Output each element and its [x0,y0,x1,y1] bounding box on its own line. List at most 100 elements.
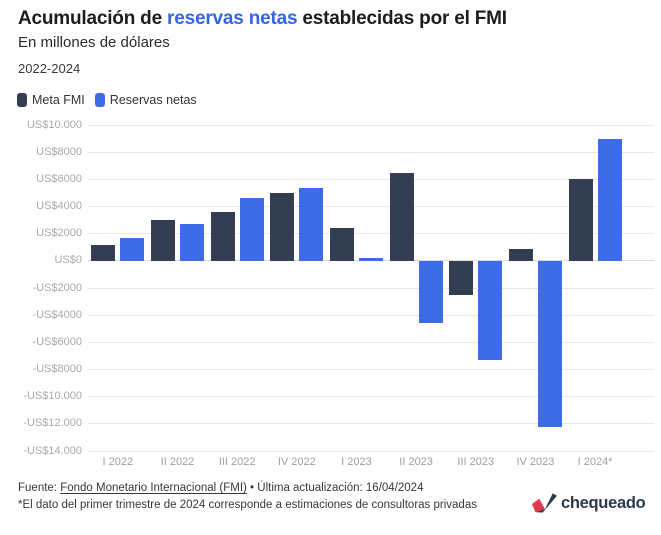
title-part1: Acumulación de [18,8,168,29]
title-highlight: reservas netas [167,8,298,29]
bar-reservas-netas-i-2024-[interactable] [597,138,622,261]
bar-slot [449,125,474,451]
bar-group-ii-2022 [148,125,208,451]
bar-slot [329,125,354,451]
title-part2: establecidas por el FMI [297,8,507,29]
legend-label-meta-fmi: Meta FMI [32,93,85,107]
x-tick-label: I 2024* [577,456,613,468]
bar-meta-fmi-iii-2022[interactable] [210,211,235,261]
bar-slot [150,125,175,451]
legend: Meta FMI Reservas netas [17,93,197,107]
bar-group-iv-2023 [506,125,566,451]
bar-group-iii-2022 [207,125,267,451]
y-tick-label: US$10.000 [26,118,82,131]
x-tick-label: IV 2022 [277,456,316,468]
bar-meta-fmi-ii-2023[interactable] [389,172,414,261]
bar-slot [418,125,443,451]
bar-slot [597,125,622,451]
source-prefix: Fuente: [18,482,61,494]
bar-meta-fmi-i-2024-[interactable] [568,179,593,261]
bar-slot [299,125,324,451]
y-tick-label: US$8000 [36,145,82,158]
gridline [88,423,654,425]
y-tick-label: -US$4000 [32,308,82,321]
reservas-netas-swatch-icon [94,93,105,107]
x-tick-label: I 2023 [341,456,372,468]
gridline [88,369,654,370]
x-tick-label: III 2023 [457,456,495,468]
x-tick-label: I 2022 [102,456,134,468]
page-title: Acumulación de reservas netas establecid… [18,8,507,30]
bar-slot [239,125,264,451]
gridline [88,124,654,126]
bar-slot [568,125,593,451]
legend-item-reservas-netas: Reservas netas [94,93,197,107]
bar-meta-fmi-i-2023[interactable] [329,228,354,261]
y-tick-label: -US$8000 [32,363,82,375]
bar-reservas-netas-iv-2022[interactable] [299,187,324,261]
gridline [88,341,654,343]
bar-slot [537,125,562,451]
source-suffix: • Última actualización: 16/04/2024 [246,482,424,494]
bar-slot [210,125,235,451]
bar-reservas-netas-i-2022[interactable] [120,238,145,261]
y-tick-label: -US$10.000 [23,390,82,403]
bar-meta-fmi-iii-2023[interactable] [449,260,474,295]
gridline [88,287,654,289]
chart-period: 2022-2024 [18,61,81,76]
bar-slot [179,125,204,451]
gridline [88,314,654,316]
bar-reservas-netas-i-2023[interactable] [358,258,383,261]
bar-slot [91,125,116,451]
bar-reservas-netas-iii-2023[interactable] [478,260,503,360]
gridline [88,151,654,153]
footnote: *El dato del primer trimestre de 2024 co… [18,499,477,511]
bar-meta-fmi-ii-2022[interactable] [150,220,175,261]
meta-fmi-swatch-icon [17,93,27,107]
bars-area [88,125,625,451]
bar-meta-fmi-iv-2022[interactable] [270,192,295,261]
bar-reservas-netas-ii-2022[interactable] [179,224,204,261]
chart-subtitle: En millones de dólares [18,34,170,51]
checkmark-icon [532,493,557,513]
y-tick-label: -US$2000 [32,281,82,294]
bar-slot [120,125,145,451]
bar-slot [389,125,414,451]
gridline [88,233,654,235]
chequeado-logo[interactable]: chequeado [532,493,646,513]
bar-slot [358,125,383,451]
gridline [88,206,654,207]
gridline [88,450,654,452]
x-tick-label: IV 2023 [516,456,555,468]
x-axis-labels: I 2022 II 2022 III 2022 IV 2022 I 2023 II 202… [88,456,625,468]
y-tick-label: US$6000 [36,172,82,185]
bar-slot [270,125,295,451]
y-tick-label: US$0 [54,254,82,267]
bar-group-i-2023 [327,125,387,451]
gridline [88,178,654,180]
bar-meta-fmi-iv-2023[interactable] [508,248,533,261]
y-tick-label: -US$14.000 [23,444,82,457]
legend-item-meta-fmi: Meta FMI [17,93,85,107]
bar-group-i-2022 [88,125,148,451]
y-tick-label: -US$6000 [32,335,82,348]
y-tick-label: -US$12.000 [23,417,82,430]
bar-group-ii-2023 [386,125,446,451]
source-line: Fuente: Fondo Monetario Internacional (F… [18,482,423,494]
bar-group-i-2024- [565,125,625,451]
gridline [88,396,654,398]
logo-text: chequeado [561,493,646,512]
bar-group-iv-2022 [267,125,327,451]
x-tick-label: II 2023 [399,456,433,468]
bar-meta-fmi-i-2022[interactable] [91,244,116,261]
x-tick-label: II 2022 [160,456,195,468]
y-tick-label: US$2000 [36,227,82,240]
bar-reservas-netas-ii-2023[interactable] [418,260,443,324]
bar-reservas-netas-iv-2023[interactable] [537,260,562,428]
source-link[interactable]: Fondo Monetario Internacional (FMI) [60,482,247,494]
y-tick-label: US$4000 [36,200,82,212]
bar-reservas-netas-iii-2022[interactable] [239,197,264,261]
bar-slot [478,125,503,451]
